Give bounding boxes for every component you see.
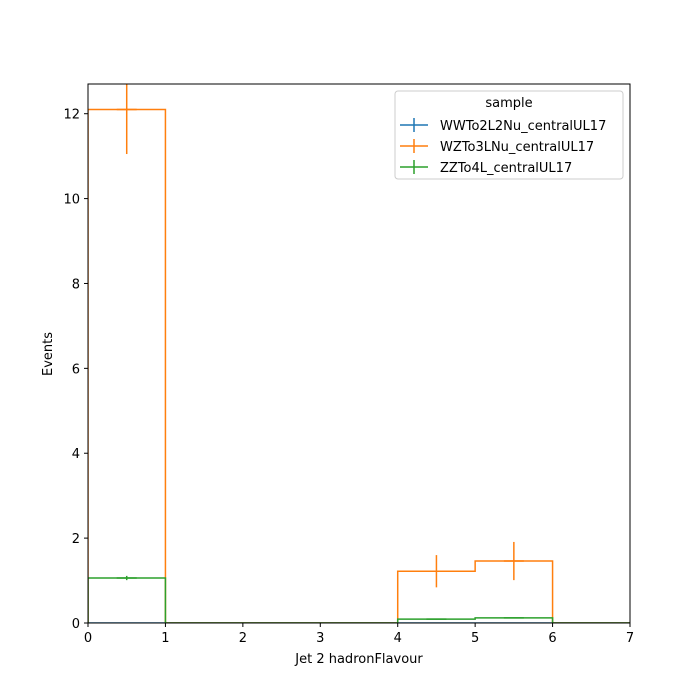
legend-entry: WZTo3LNu_centralUL17 — [400, 139, 594, 155]
error-bar — [426, 555, 447, 588]
x-tick-label: 3 — [316, 631, 324, 646]
x-tick-label: 7 — [626, 631, 634, 646]
y-tick-label: 8 — [72, 277, 80, 292]
y-axis-ticks: 0 2 4 6 8 10 12 — [63, 108, 88, 632]
x-tick-label: 4 — [394, 631, 402, 646]
x-tick-label: 5 — [471, 631, 479, 646]
x-axis-ticks: 0 1 2 3 4 5 6 7 — [84, 623, 634, 646]
x-axis-title: Jet 2 hadronFlavour — [294, 652, 423, 667]
step-line — [88, 108, 630, 623]
x-tick-label: 1 — [161, 631, 169, 646]
legend: sample WWTo2L2Nu_centralUL17 WZTo3LNu_cen… — [394, 90, 624, 180]
x-tick-label: 0 — [84, 631, 92, 646]
y-tick-label: 6 — [72, 362, 80, 377]
series-WZTo3LNu_centralUL17 — [88, 84, 630, 623]
step-line — [88, 577, 630, 623]
plot-frame — [87, 83, 631, 624]
legend-box — [394, 90, 624, 180]
legend-label: ZZTo4L_centralUL17 — [440, 161, 572, 176]
error-bar — [503, 541, 524, 581]
error-bar — [426, 618, 447, 620]
x-tick-label: 6 — [548, 631, 556, 646]
legend-label: WZTo3LNu_centralUL17 — [440, 140, 594, 155]
y-tick-label: 2 — [72, 532, 80, 547]
legend-title: sample — [485, 96, 532, 111]
y-tick-label: 4 — [72, 447, 80, 462]
error-bar — [503, 617, 524, 619]
series-ZZTo4L_centralUL17 — [88, 575, 630, 623]
error-bar — [116, 575, 137, 581]
series-layer — [88, 84, 630, 623]
legend-label: WWTo2L2Nu_centralUL17 — [440, 119, 606, 134]
y-axis-title: Events — [41, 332, 56, 376]
x-tick-label: 2 — [239, 631, 247, 646]
error-bar — [116, 84, 137, 155]
y-tick-label: 10 — [63, 193, 80, 208]
y-tick-label: 12 — [63, 108, 80, 123]
legend-entry: WWTo2L2Nu_centralUL17 — [400, 118, 606, 134]
legend-entry: ZZTo4L_centralUL17 — [400, 160, 572, 176]
y-tick-label: 0 — [72, 617, 80, 632]
